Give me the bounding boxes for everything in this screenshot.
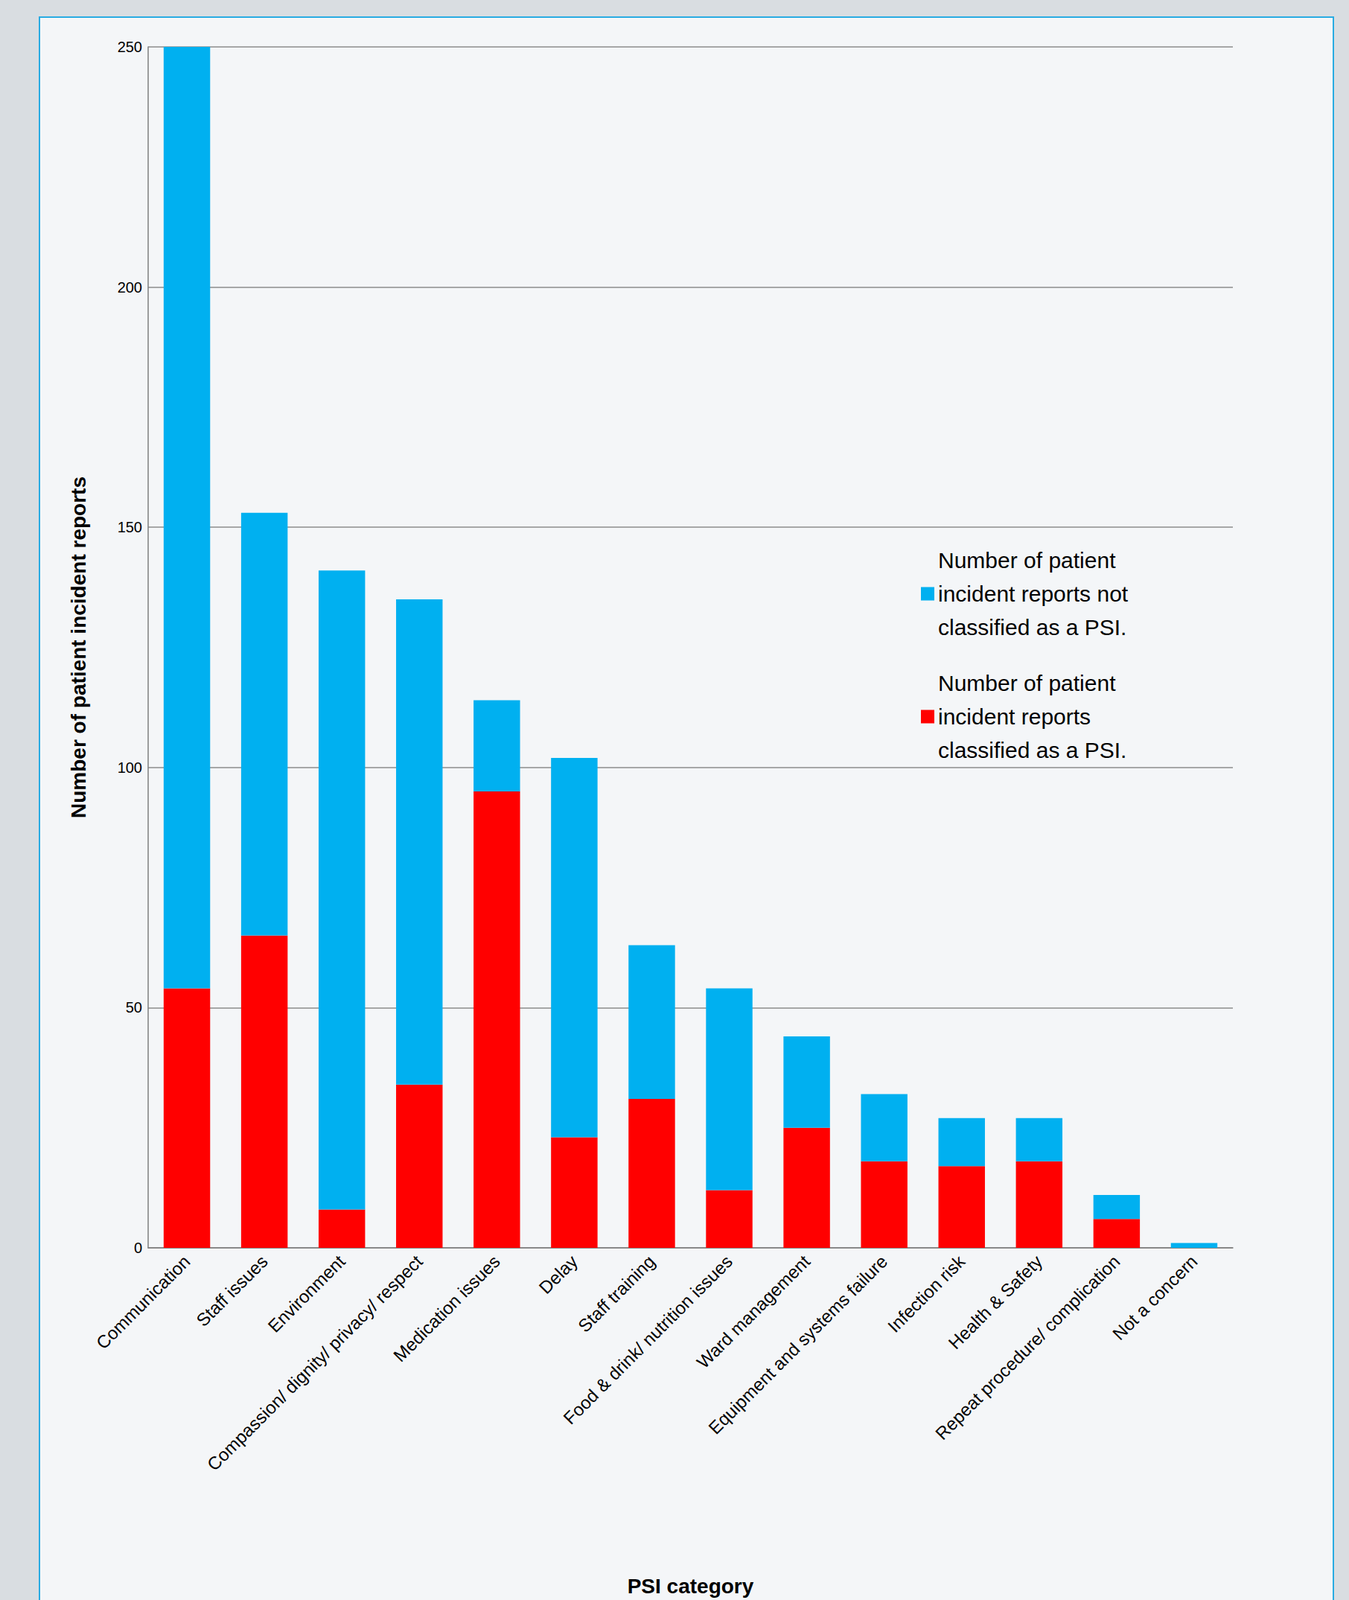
svg-text:Equipment and systems failure: Equipment and systems failure bbox=[704, 1250, 892, 1438]
svg-text:0: 0 bbox=[134, 1239, 143, 1256]
svg-text:incident reports: incident reports bbox=[938, 704, 1097, 729]
svg-text:250: 250 bbox=[117, 38, 143, 56]
svg-text:Delay: Delay bbox=[534, 1250, 581, 1297]
svg-text:incident reports not: incident reports not bbox=[938, 581, 1134, 607]
svg-text:Ward management: Ward management bbox=[692, 1251, 814, 1373]
svg-text:Health & Safety: Health & Safety bbox=[944, 1251, 1047, 1354]
svg-text:Staff training: Staff training bbox=[573, 1250, 659, 1336]
svg-text:Number of patient: Number of patient bbox=[938, 670, 1122, 696]
svg-text:Staff issues: Staff issues bbox=[192, 1250, 271, 1330]
svg-text:Repeat procedure/ complication: Repeat procedure/ complication bbox=[931, 1250, 1125, 1444]
svg-text:150: 150 bbox=[117, 518, 143, 536]
svg-text:Environment: Environment bbox=[263, 1250, 350, 1337]
svg-text:50: 50 bbox=[125, 999, 143, 1016]
svg-text:PSI category: PSI category bbox=[627, 1574, 755, 1598]
svg-text:Communication: Communication bbox=[92, 1250, 195, 1353]
svg-text:Compassion/ dignity/ privacy/: Compassion/ dignity/ privacy/ respect bbox=[203, 1250, 427, 1475]
svg-text:Number of patient: Number of patient bbox=[938, 547, 1122, 573]
svg-text:200: 200 bbox=[117, 279, 143, 296]
svg-text:Not a concern: Not a concern bbox=[1108, 1250, 1202, 1344]
svg-text:100: 100 bbox=[117, 759, 143, 776]
svg-text:Number of patient incident rep: Number of patient incident reports bbox=[67, 476, 91, 819]
svg-text:Infection risk: Infection risk bbox=[883, 1250, 970, 1337]
svg-text:classified as a PSI.: classified as a PSI. bbox=[938, 614, 1127, 640]
svg-text:Medication issues: Medication issues bbox=[389, 1250, 505, 1366]
svg-text:classified as a PSI.: classified as a PSI. bbox=[938, 737, 1127, 763]
svg-text:Food & drink/ nutrition issues: Food & drink/ nutrition issues bbox=[559, 1250, 737, 1428]
